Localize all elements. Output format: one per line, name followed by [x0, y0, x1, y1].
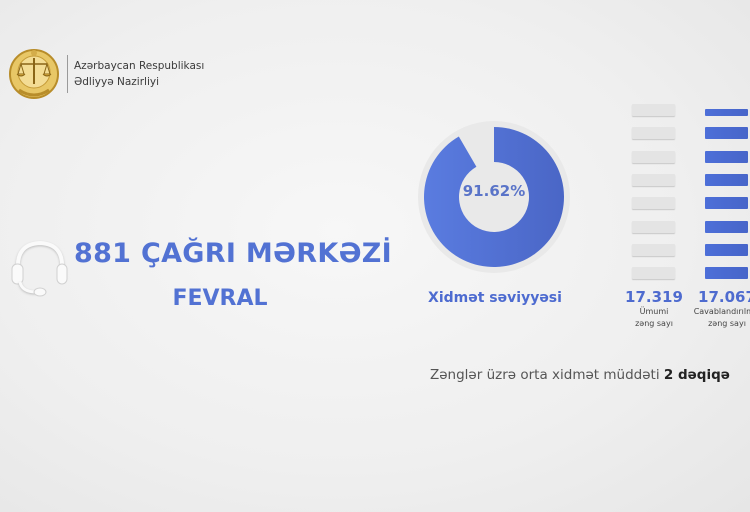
answered-calls-bar-segment: [705, 150, 748, 163]
headset-icon: [11, 240, 68, 297]
service-level-donut: [418, 121, 570, 273]
answered-calls-bar-segment: [705, 173, 748, 186]
total-calls-bar-segment: [632, 104, 675, 116]
total-calls-value: 17.319: [625, 288, 683, 306]
average-service-time: Zənglər üzrə orta xidmət müddəti 2 dəqiq…: [430, 367, 730, 383]
answered-calls-bar-segment: [705, 197, 748, 210]
total-calls-bar-segment: [632, 150, 675, 163]
total-calls-caption-1: Ümumi: [639, 307, 669, 316]
total-calls-bar-segment: [632, 173, 675, 186]
org-name-line2: Ədliyyə Nazirliyi: [74, 76, 159, 88]
month-label: FEVRAL: [172, 286, 268, 311]
average-service-time-label: Zənglər üzrə orta xidmət müddəti: [430, 367, 660, 383]
total-calls-bar-segment: [632, 127, 675, 140]
donut-label: Xidmət səviyyəsi: [428, 290, 562, 306]
answered-calls-bar-segment: [705, 220, 748, 233]
total-calls-bar-segment: [632, 220, 675, 233]
total-calls-bar-segment: [632, 197, 675, 210]
donut-value-arc: [424, 127, 564, 267]
answered-calls-bar-segment: [705, 267, 748, 280]
answered-calls-bar-segment: [705, 127, 748, 140]
answered-calls-caption-2: zəng sayı: [708, 319, 746, 328]
total-calls-bar-segment: [632, 243, 675, 256]
logo-divider: [67, 55, 68, 93]
answered-calls-bar-segment: [705, 108, 748, 116]
total-calls-bar-segment: [632, 267, 675, 280]
answered-calls-value: 17.067: [698, 288, 750, 306]
donut-center-value: 91.62%: [462, 182, 526, 200]
total-calls-caption-2: zəng sayı: [635, 319, 673, 328]
page-title: 881 ÇAĞRI MƏRKƏZİ: [74, 238, 393, 269]
average-service-time-value: 2 dəqiqə: [663, 367, 730, 383]
answered-calls-bar-segment: [705, 243, 748, 256]
answered-calls-caption-1: Cavablandırılmış: [693, 307, 750, 316]
ministry-emblem-icon: [9, 49, 59, 99]
org-name-line1: Azərbaycan Respublikası: [74, 60, 205, 72]
